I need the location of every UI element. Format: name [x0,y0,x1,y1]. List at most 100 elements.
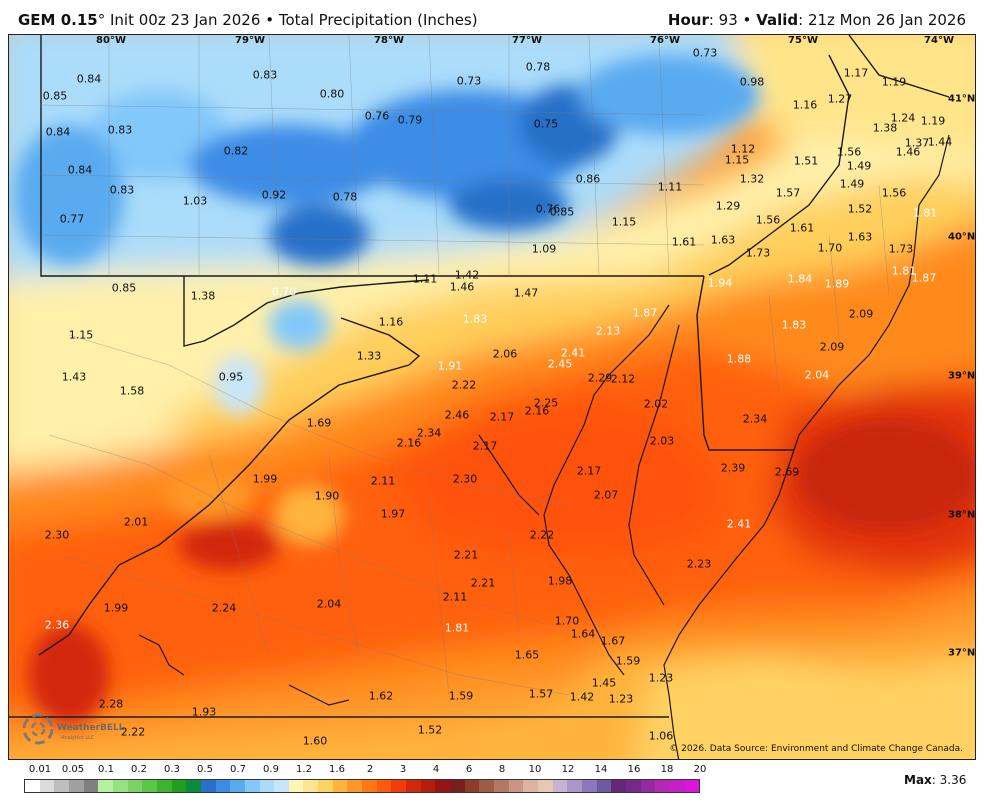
legend-swatch [39,780,55,792]
precip-value-label: 2.34 [416,426,442,440]
precip-value-label: 0.70 [271,285,297,299]
legend-tick-label: 0.9 [263,764,279,775]
hour-label: Hour [667,11,709,29]
precip-value-label: 1.51 [793,154,819,168]
boundaries [9,35,950,718]
precip-value-label: 1.99 [103,601,129,615]
legend-tick-label: 3 [399,764,407,775]
legend-tick-label: 0.5 [197,764,213,775]
precip-value-label: 1.46 [895,145,921,159]
valid-time-info: Hour: 93 • Valid: 21z Mon 26 Jan 2026 [667,11,966,29]
wv-va-border-north [340,317,421,366]
legend-tick-label: 4 [432,764,440,775]
precip-value-label: 1.32 [739,172,765,186]
precip-value-label: 2.30 [452,472,478,486]
precip-value-label: 2.22 [451,378,477,392]
lon-label-79w: 79°W [235,35,265,46]
precip-value-label: 2.04 [316,597,342,611]
legend-tick-label: 2 [366,764,374,775]
precip-value-label: 1.19 [920,114,946,128]
precip-value-label: 1.38 [872,121,898,135]
lon-label-76w: 76°W [650,35,680,46]
precip-value-label: 2.07 [593,488,619,502]
precip-value-label: 0.92 [261,188,287,202]
legend-swatch [156,780,172,792]
precip-value-label: 0.95 [218,370,244,384]
color-legend: 0.01 0.05 0.1 0.2 0.3 0.5 0.7 0.9 1.2 1.6 2 3 4 6 8 10 1… [20,764,706,804]
legend-tick-label: 0.01 [28,764,52,775]
precip-value-label: 1.61 [671,235,697,249]
precip-value-label: 0.78 [332,190,358,204]
legend-swatch [479,780,494,792]
logo-subtext: Analytics LLC [61,735,95,741]
precip-value-label: 1.46 [449,280,475,294]
precip-value-label: 1.63 [847,230,873,244]
precip-value-label: 1.57 [528,687,554,701]
logo-text: WeatherBELL [57,723,125,733]
precip-value-label: 1.73 [888,242,914,256]
precip-value-label: 1.37 [904,136,930,150]
legend-swatch [200,780,216,792]
map-title: GEM 0.15° Init 00z 23 Jan 2026 • Total P… [18,11,478,29]
precip-value-label: 2.45 [547,357,573,371]
precip-value-label: 0.77 [59,212,85,226]
header: GEM 0.15° Init 00z 23 Jan 2026 • Total P… [0,0,984,34]
legend-swatch [83,780,99,792]
atlantic-coast [663,134,950,759]
potomac-river [478,434,540,516]
legend-swatch [171,780,187,792]
precip-value-label: 2.17 [576,464,602,478]
precip-value-label: 1.97 [380,507,406,521]
legend-tick-label: 16 [627,764,641,775]
precip-value-label: 2.03 [649,434,675,448]
legend-swatch [98,780,113,792]
precip-value-label: 0.85 [42,89,68,103]
precip-value-label: 2.01 [123,515,149,529]
precip-value-label: 2.41 [726,517,752,531]
precip-value-label: 2.09 [819,340,845,354]
max-number: 3.36 [939,773,967,787]
precip-value-label: 0.83 [252,68,278,82]
legend-swatch [552,780,568,792]
precip-value-label: 1.81 [912,206,938,220]
precip-value-label: 1.56 [755,213,781,227]
legend-tick-label: 10 [528,764,542,775]
precip-value-label: 2.25 [533,396,559,410]
precip-value-label: 1.11 [657,180,683,194]
legend-swatch [259,780,275,792]
precip-value-label: 1.06 [648,729,674,743]
lat-label-37n: 37°N [948,647,976,659]
title-bullet: • [265,11,275,29]
precip-value-label: 0.83 [107,123,133,137]
precip-value-label: 1.23 [648,671,674,685]
lon-label-78w: 78°W [374,35,404,46]
precip-value-label: 0.78 [525,60,551,74]
precip-value-label: 2.41 [560,346,586,360]
legend-swatch [684,780,700,792]
lon-label-80w: 80°W [96,35,126,46]
precip-value-label: 0.76 [535,202,561,216]
legend-swatch [391,780,407,792]
precip-value-label: 1.59 [448,689,474,703]
legend-swatch [142,780,157,792]
legend-tick-label: 18 [660,764,674,775]
precip-value-label: 1.60 [302,734,328,748]
chesapeake-west [543,304,670,676]
precip-value-label: 1.81 [444,621,470,635]
precip-value-label: 2.16 [524,404,550,418]
legend-swatch [244,780,260,792]
legend-swatch [127,780,143,792]
precip-value-label: 1.81 [891,264,917,278]
precip-value-label: 1.19 [881,75,907,89]
legend-swatch [435,780,451,792]
precip-value-label: 1.83 [462,312,488,326]
legend-tick-label: 0.7 [230,764,246,775]
precip-value-label: 2.17 [489,410,515,424]
precip-value-label: 2.29 [587,371,613,385]
precip-value-label: 1.27 [827,92,853,106]
precip-value-label: 0.98 [739,75,765,89]
legend-swatch [655,780,670,792]
precip-value-label: 2.21 [470,576,496,590]
precip-value-label: 2.34 [742,412,768,426]
precip-value-label: 2.69 [774,465,800,479]
